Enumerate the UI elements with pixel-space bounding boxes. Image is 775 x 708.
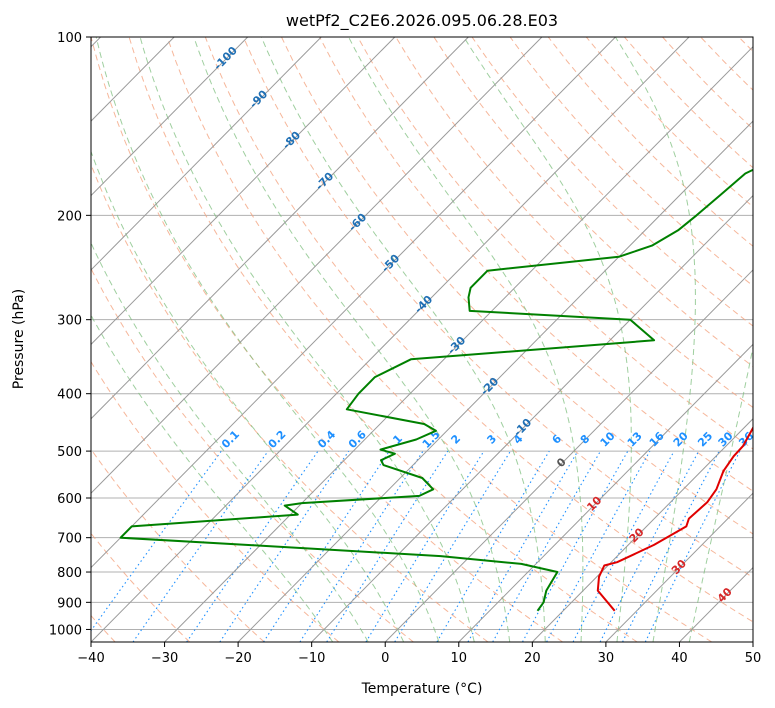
isotherm-line bbox=[91, 37, 543, 494]
mixing-ratio-line bbox=[263, 450, 390, 642]
dry-adiabat bbox=[319, 37, 753, 492]
y-tick-label: 700 bbox=[57, 532, 82, 547]
isotherm-line bbox=[605, 492, 753, 642]
y-tick-label: 1000 bbox=[49, 623, 82, 638]
temperature-profile-line bbox=[596, 425, 753, 612]
isotherm-line bbox=[384, 269, 753, 642]
x-tick-label: −10 bbox=[298, 651, 325, 666]
moist-adiabat bbox=[193, 37, 511, 642]
dry-adiabat bbox=[433, 37, 753, 368]
y-axis-label: Pressure (hPa) bbox=[11, 289, 27, 389]
y-tick-label: 200 bbox=[57, 209, 82, 224]
mixing-ratio-line bbox=[186, 450, 319, 642]
grid-lines bbox=[91, 37, 753, 630]
isotherm-line bbox=[91, 37, 469, 420]
dry-adiabat bbox=[509, 37, 753, 287]
moist-adiabat bbox=[260, 37, 546, 642]
sounding-series bbox=[119, 168, 753, 612]
mixing-ratio-line bbox=[572, 450, 675, 642]
isotherm-line bbox=[164, 45, 753, 642]
isotherm-line bbox=[91, 37, 396, 346]
moist-adiabat bbox=[348, 37, 584, 642]
y-axis-ticks: 100 200 300 400 500 600 700 800 900 1000 bbox=[49, 31, 91, 638]
y-tick-label: 900 bbox=[57, 596, 82, 611]
isotherm-line bbox=[91, 37, 249, 197]
mixing-ratio-line bbox=[326, 450, 449, 642]
y-tick-label: 300 bbox=[57, 314, 82, 329]
isotherm-line bbox=[237, 120, 753, 642]
x-tick-label: 50 bbox=[745, 651, 762, 666]
x-tick-label: −40 bbox=[77, 651, 104, 666]
moist-adiabat bbox=[95, 37, 440, 642]
moist-adiabat bbox=[614, 37, 696, 642]
dry-adiabats bbox=[91, 37, 753, 642]
plot-frame bbox=[90, 36, 754, 643]
mixing-ratio-line bbox=[299, 450, 424, 642]
dry-adiabat bbox=[166, 37, 713, 642]
moist-adiabat bbox=[688, 344, 753, 642]
mixing-ratio-line bbox=[365, 450, 485, 642]
mixing-ratio-line bbox=[546, 450, 651, 642]
moist-adiabat bbox=[91, 241, 369, 642]
moist-adiabat bbox=[91, 314, 334, 642]
isotherm-line bbox=[458, 343, 753, 642]
y-tick-label: 400 bbox=[57, 388, 82, 403]
isotherm-line bbox=[91, 37, 322, 271]
plot-area: -100-90-80-70-60-50-40-30-20-10010203040… bbox=[91, 37, 753, 642]
moist-adiabat bbox=[139, 37, 475, 642]
dry-adiabat bbox=[471, 37, 753, 327]
x-axis-label: Temperature (°C) bbox=[361, 681, 483, 697]
dry-adiabat bbox=[91, 37, 563, 642]
mixing-ratio-line bbox=[436, 450, 550, 642]
x-tick-label: −30 bbox=[151, 651, 178, 666]
y-tick-label: 100 bbox=[57, 31, 82, 46]
chart-title: wetPf2_C2E6.2026.095.06.28.E03 bbox=[286, 11, 558, 31]
isotherm-line bbox=[311, 194, 753, 642]
x-tick-label: −20 bbox=[224, 651, 251, 666]
dry-adiabat bbox=[281, 37, 753, 535]
x-tick-label: 0 bbox=[381, 651, 389, 666]
y-tick-label: 800 bbox=[57, 566, 82, 581]
dry-adiabat bbox=[395, 37, 753, 409]
x-tick-label: 30 bbox=[598, 651, 615, 666]
mixing-ratio-line bbox=[219, 450, 350, 642]
dry-adiabat bbox=[204, 37, 753, 623]
dry-adiabat bbox=[128, 37, 638, 642]
dewpoint-profile-line bbox=[119, 168, 753, 612]
dry-adiabat bbox=[91, 448, 265, 642]
x-axis-ticks: −40 −30 −20 −10 0 10 20 30 40 50 bbox=[77, 642, 761, 666]
dry-adiabat bbox=[91, 267, 414, 642]
x-tick-label: 20 bbox=[524, 651, 541, 666]
isotherm-line bbox=[91, 37, 616, 569]
x-tick-label: 40 bbox=[671, 651, 688, 666]
y-tick-label: 500 bbox=[57, 445, 82, 460]
dry-adiabat bbox=[242, 37, 753, 579]
x-tick-label: 10 bbox=[451, 651, 468, 666]
isotherm-line bbox=[531, 418, 753, 642]
moist-adiabat bbox=[91, 150, 405, 642]
dry-adiabat bbox=[357, 37, 753, 450]
y-tick-label: 600 bbox=[57, 492, 82, 507]
